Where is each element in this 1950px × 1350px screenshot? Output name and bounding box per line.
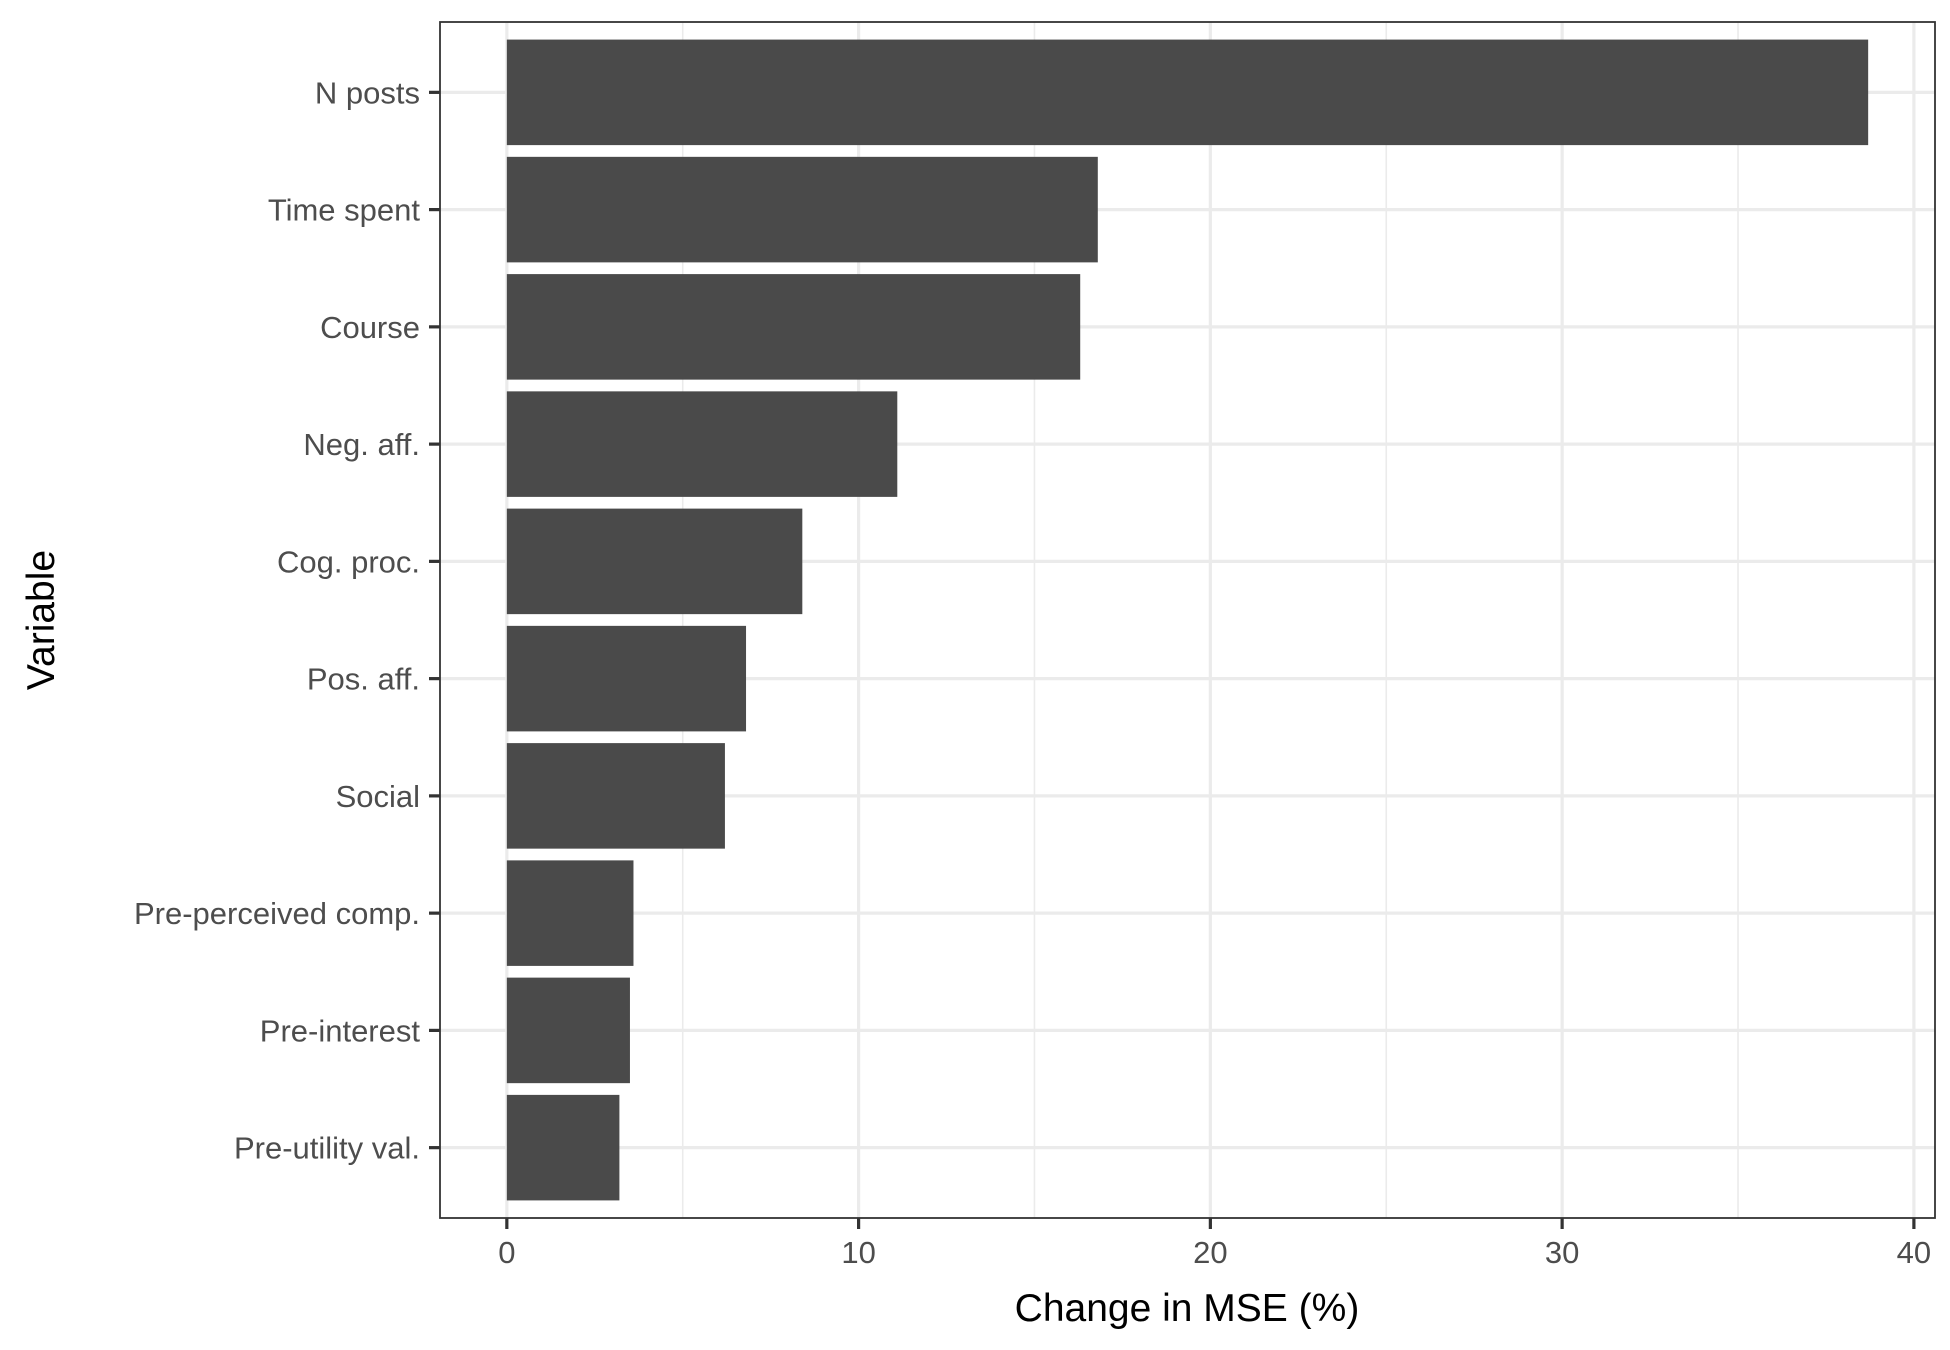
bar: [506, 274, 1081, 380]
bar: [506, 1094, 620, 1201]
y-tick-label: Cog. proc.: [277, 544, 420, 579]
x-tick-label: 30: [1545, 1235, 1579, 1270]
bar: [506, 156, 1098, 263]
bar: [506, 508, 803, 615]
y-axis-title: Variable: [20, 550, 63, 690]
x-axis-title: Change in MSE (%): [1015, 1287, 1360, 1330]
y-tick-label: Social: [336, 779, 420, 814]
y-tick-label: Pre-interest: [260, 1013, 421, 1048]
y-axis-ticks: N posts Time spent Course Neg. aff. Cog. pro…: [134, 75, 440, 1166]
y-tick-label: Course: [320, 310, 420, 345]
y-tick-label: N posts: [315, 75, 420, 110]
x-tick-label: 40: [1897, 1235, 1931, 1270]
bars: [506, 39, 1869, 1201]
y-tick-label: Time spent: [268, 193, 421, 228]
x-axis-ticks: 0 10 20 30 40: [498, 1218, 1931, 1270]
bar: [506, 860, 634, 966]
panel-border: [439, 21, 1936, 1219]
bar: [506, 39, 1869, 146]
y-tick-label: Pre-utility val.: [234, 1131, 420, 1166]
y-tick-label: Neg. aff.: [303, 427, 420, 462]
x-tick-label: 20: [1193, 1235, 1227, 1270]
bar: [506, 625, 747, 732]
x-tick-label: 0: [498, 1235, 515, 1270]
bar: [506, 743, 725, 849]
x-tick-label: 10: [841, 1235, 875, 1270]
bar: [506, 977, 630, 1084]
y-tick-label: Pre-perceived comp.: [134, 896, 420, 931]
bar: [506, 391, 898, 497]
y-tick-label: Pos. aff.: [307, 662, 420, 697]
